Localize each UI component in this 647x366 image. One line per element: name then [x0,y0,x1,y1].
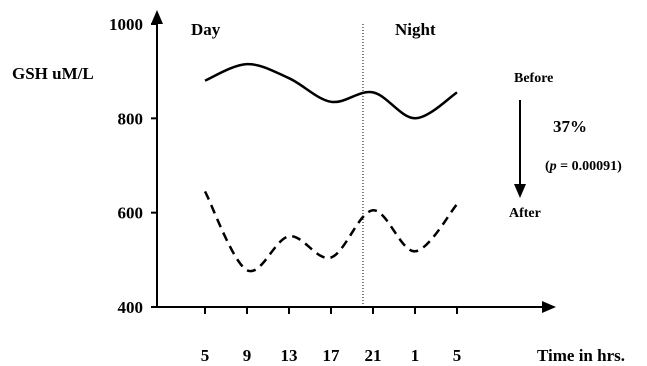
y-tick-label: 600 [118,204,144,223]
x-tick-label: 17 [323,346,341,365]
y-ticks: 400 600 800 1000 [109,15,157,317]
y-tick-label: 400 [118,298,144,317]
x-tick-label: 1 [411,346,420,365]
y-tick-label: 1000 [109,15,143,34]
x-tick-label: 5 [453,346,462,365]
percent-label: 37% [553,117,587,136]
before-label: Before [514,71,553,86]
series-lines [203,62,458,273]
y-tick-label: 800 [118,109,144,128]
series-line-before [204,62,458,120]
reduction-arrow-head [514,184,526,198]
after-label: After [509,206,541,221]
x-tick-label: 21 [365,346,382,365]
series-line-after [203,190,458,273]
p-value-label: (p = 0.00091) [545,159,622,174]
y-axis-arrow [151,10,163,24]
y-axis-label: GSH uM/L [12,64,94,83]
x-ticks: 5 9 13 17 21 1 5 [201,307,462,365]
day-label: Day [191,20,221,39]
x-axis-label: Time in hrs. [537,346,625,365]
x-tick-label: 5 [201,346,210,365]
x-axis-arrow [542,301,556,313]
x-tick-label: 9 [243,346,252,365]
x-tick-label: 13 [281,346,298,365]
night-label: Night [395,20,436,39]
